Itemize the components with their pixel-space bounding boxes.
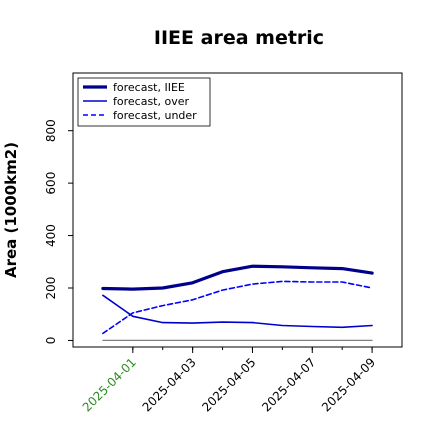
x-tick-label: 2025-04-09 xyxy=(319,355,378,414)
legend-label: forecast, IIEE xyxy=(113,81,185,94)
series-line xyxy=(101,264,374,291)
series-layer xyxy=(101,264,374,341)
y-tick-label: 400 xyxy=(44,224,58,247)
chart-title: IIEE area metric xyxy=(154,27,324,49)
x-tick-label: 2025-04-03 xyxy=(140,355,199,414)
legend-label: forecast, over xyxy=(113,95,189,108)
series-1 xyxy=(102,294,373,329)
y-axis: 0 200 400 600 800 xyxy=(44,119,73,344)
x-tick-label: 2025-04-01 xyxy=(80,355,139,414)
y-tick-label: 600 xyxy=(44,172,58,195)
x-tick-label: 2025-04-07 xyxy=(259,355,318,414)
series-2 xyxy=(102,280,373,335)
plot-frame xyxy=(72,72,403,348)
y-tick-label: 800 xyxy=(44,119,58,142)
y-tick-label: 0 xyxy=(44,337,58,345)
x-axis: 2025-04-01 2025-04-03 2025-04-05 2025-04-07… xyxy=(80,347,378,414)
y-axis-label: Area (1000km2) xyxy=(2,142,20,278)
legend-label: forecast, under xyxy=(113,109,197,122)
series-line xyxy=(102,280,373,335)
series-line xyxy=(102,294,373,329)
series-0 xyxy=(101,264,374,291)
x-tick-label: 2025-04-05 xyxy=(199,355,258,414)
y-tick-label: 200 xyxy=(44,277,58,300)
